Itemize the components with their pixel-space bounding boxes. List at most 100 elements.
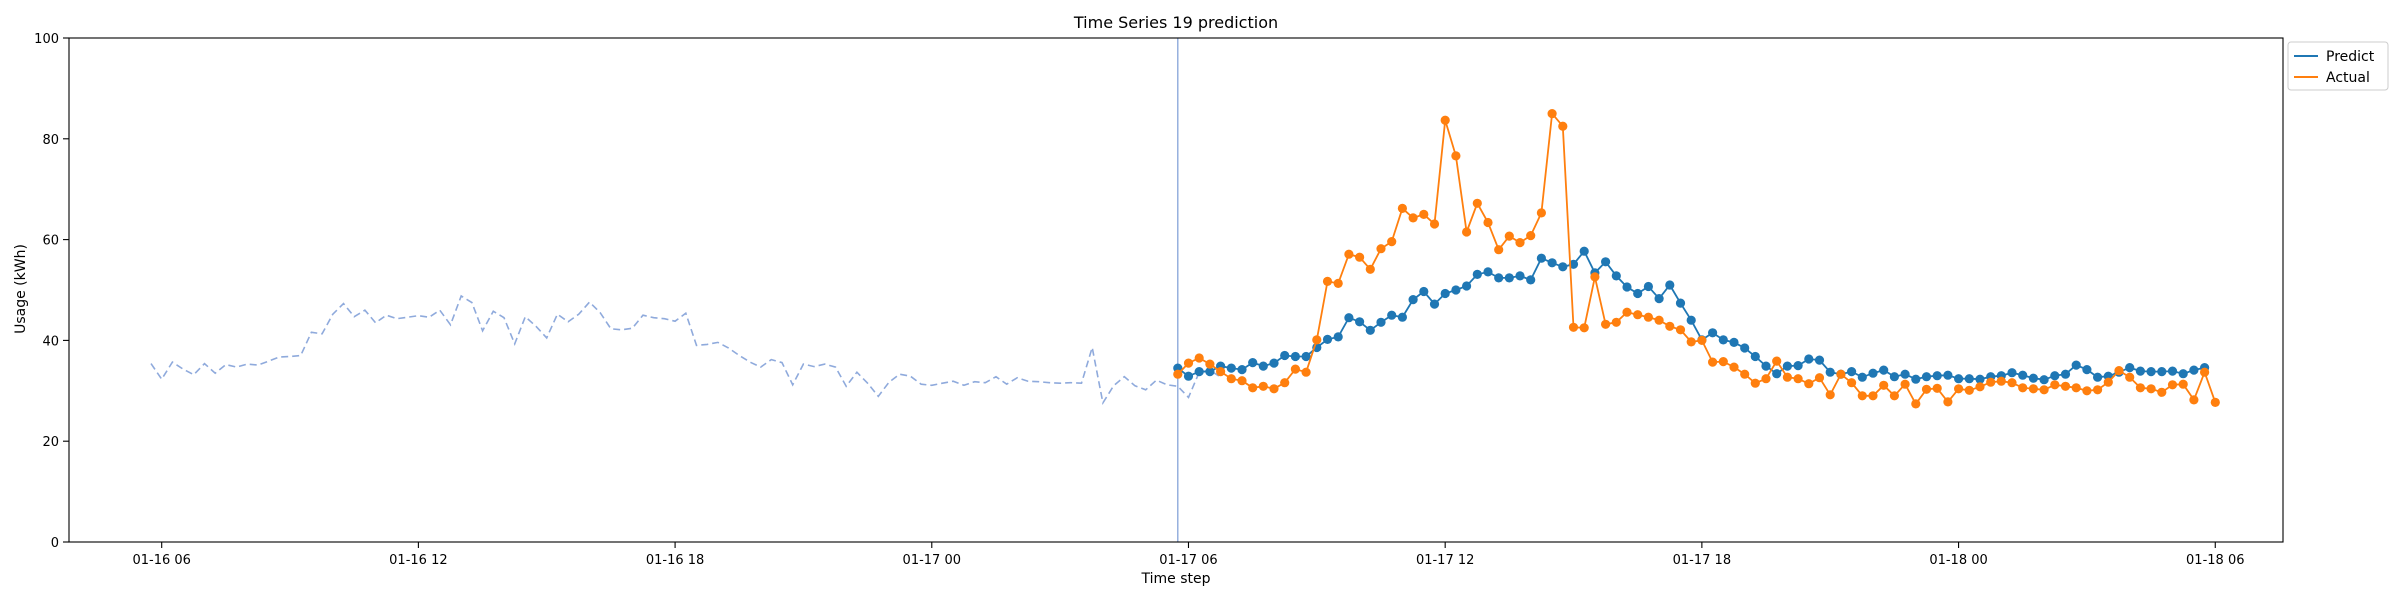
y-tick-label: 40 xyxy=(42,334,59,349)
predict-point xyxy=(1226,363,1236,373)
actual-point xyxy=(1964,385,1974,395)
predict-point xyxy=(1494,273,1504,283)
actual-point xyxy=(2093,385,2103,395)
actual-point xyxy=(1579,323,1589,333)
predict-point xyxy=(1269,358,1279,368)
actual-point xyxy=(2060,381,2071,391)
actual-point xyxy=(1365,264,1375,274)
predict-point xyxy=(1472,269,1482,279)
legend: Predict Actual xyxy=(2287,41,2389,91)
actual-point xyxy=(1814,373,1825,383)
x-tick-label: 01-17 18 xyxy=(1673,553,1731,568)
predict-point xyxy=(2157,367,2167,377)
predict-point xyxy=(2135,366,2145,376)
actual-point xyxy=(1173,369,1183,379)
predict-point xyxy=(1547,258,1557,268)
actual-point xyxy=(1269,384,1279,394)
actual-point xyxy=(1633,310,1643,320)
actual-point xyxy=(1996,376,2006,386)
predict-line xyxy=(1177,249,2205,381)
predict-point xyxy=(2167,366,2178,376)
actual-point xyxy=(1836,369,1846,379)
predict-point xyxy=(2189,365,2199,375)
actual-point xyxy=(1440,115,1450,125)
actual-point xyxy=(1568,322,1579,332)
predict-point xyxy=(1847,367,1857,377)
actual-point xyxy=(1183,358,1194,368)
actual-point xyxy=(1954,384,1964,394)
actual-point xyxy=(1547,109,1557,119)
actual-point xyxy=(1397,203,1407,213)
actual-point xyxy=(2103,377,2113,387)
predict-point xyxy=(1943,370,1953,380)
predict-point xyxy=(2178,369,2188,379)
actual-point xyxy=(1419,209,1429,219)
predict-point xyxy=(1718,335,1728,345)
actual-point xyxy=(1911,399,1921,409)
predict-point xyxy=(1194,367,1204,377)
actual-point xyxy=(1643,312,1653,322)
actual-point xyxy=(2082,386,2092,396)
predict-point xyxy=(1857,372,1867,382)
actual-point xyxy=(2050,380,2060,390)
predict-point xyxy=(1814,355,1825,365)
actual-point xyxy=(1857,391,1867,401)
actual-point xyxy=(1675,325,1686,335)
predict-point xyxy=(1237,365,1247,375)
actual-point xyxy=(2018,383,2028,393)
actual-point xyxy=(1483,217,1493,228)
actual-point xyxy=(1344,249,1354,259)
y-tick-label: 0 xyxy=(51,536,59,551)
actual-point xyxy=(1451,151,1461,161)
actual-point xyxy=(1900,379,1910,389)
predict-point xyxy=(1750,351,1760,362)
predict-point xyxy=(1911,374,1921,384)
predict-point xyxy=(1601,257,1611,267)
actual-point xyxy=(2135,383,2145,393)
actual-point xyxy=(2178,379,2188,389)
actual-point xyxy=(2167,380,2178,390)
actual-point xyxy=(2125,372,2135,382)
predict-point xyxy=(1355,317,1365,327)
predict-point xyxy=(1429,299,1440,309)
actual-point xyxy=(1654,315,1664,325)
actual-point xyxy=(1740,369,1750,379)
actual-point xyxy=(2146,384,2156,394)
plot-area: 01-16 06 01-16 12 01-16 18 01-17 00 01-17 06… xyxy=(34,32,2284,568)
actual-point xyxy=(1526,231,1536,241)
actual-point xyxy=(1312,335,1322,345)
y-axis-label: Usage (kWh) xyxy=(13,244,29,334)
predict-point xyxy=(1504,273,1514,283)
actual-point xyxy=(1536,208,1546,218)
x-axis-label: Time step xyxy=(1141,571,1211,587)
predict-point xyxy=(1868,368,1878,378)
predict-point xyxy=(1708,328,1718,338)
x-tick-label: 01-18 00 xyxy=(1929,553,1987,568)
y-tick-label: 100 xyxy=(34,32,59,47)
predict-point xyxy=(1793,361,1803,371)
predict-point xyxy=(1333,332,1343,342)
actual-point xyxy=(2007,378,2017,388)
actual-point xyxy=(1290,364,1300,374)
predict-point xyxy=(1932,371,1942,381)
predict-point xyxy=(2146,367,2156,377)
predict-point xyxy=(1462,281,1472,291)
actual-point xyxy=(1986,377,1996,387)
actual-point xyxy=(1237,376,1247,386)
actual-point xyxy=(2071,383,2081,393)
actual-point xyxy=(1772,356,1782,366)
actual-point xyxy=(1258,381,1268,391)
actual-point xyxy=(1248,383,1258,393)
actual-point xyxy=(1333,278,1343,288)
predict-point xyxy=(1515,271,1525,281)
actual-point xyxy=(1943,397,1953,407)
actual-point xyxy=(1782,372,1792,382)
predict-point xyxy=(1248,358,1258,368)
actual-point xyxy=(1622,307,1632,317)
actual-point xyxy=(1793,374,1803,384)
actual-point xyxy=(1611,317,1621,327)
predict-point xyxy=(2060,369,2071,379)
predict-point xyxy=(1387,310,1397,320)
y-tick-label: 60 xyxy=(42,234,59,249)
actual-line xyxy=(1177,111,2217,406)
